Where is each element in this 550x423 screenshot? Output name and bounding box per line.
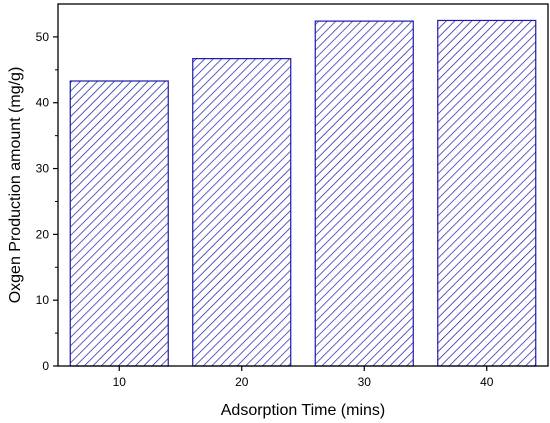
x-tick-label: 30 <box>358 375 372 389</box>
y-tick-label: 20 <box>36 227 50 241</box>
bar-20 <box>192 58 292 367</box>
bar-40 <box>437 19 537 367</box>
y-tick-label: 50 <box>36 30 50 44</box>
y-tick-label: 10 <box>36 293 50 307</box>
bar-30 <box>314 20 414 367</box>
x-tick-label: 10 <box>113 375 127 389</box>
y-tick-label: 40 <box>36 96 50 110</box>
x-axis-label: Adsorption Time (mins) <box>221 402 386 419</box>
y-axis-label: Oxgen Production amount (mg/g) <box>7 67 24 304</box>
y-axis-ticks: 0 10 20 30 40 50 <box>36 30 58 373</box>
plot-frame <box>57 3 549 367</box>
x-axis-ticks: 10 20 30 40 <box>113 366 494 389</box>
bars-group <box>69 19 537 367</box>
x-tick-label: 20 <box>235 375 249 389</box>
y-tick-label: 30 <box>36 162 50 176</box>
x-tick-label: 40 <box>480 375 494 389</box>
y-tick-label: 0 <box>42 359 49 373</box>
bar-10 <box>69 80 169 367</box>
